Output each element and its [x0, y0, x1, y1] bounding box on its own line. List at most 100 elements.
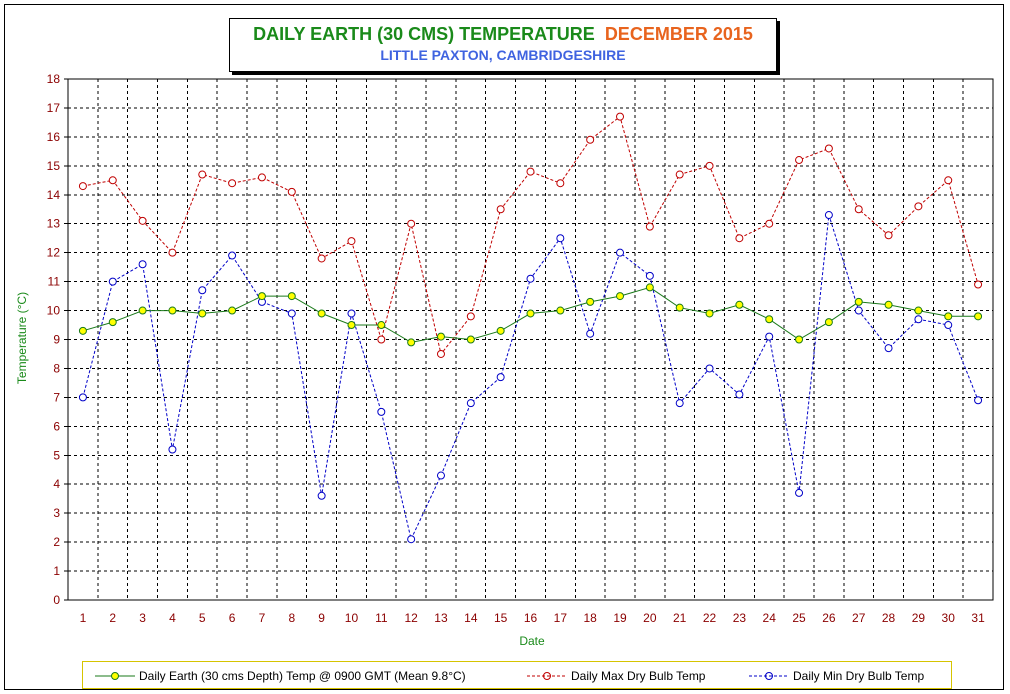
data-point-min — [944, 321, 953, 330]
data-point-earth — [705, 309, 714, 318]
y-tick-label: 15 — [47, 159, 61, 173]
data-point-max — [586, 135, 595, 144]
x-tick-label: 9 — [318, 611, 325, 625]
x-tick-label: 31 — [971, 611, 985, 625]
data-point-min — [526, 274, 535, 283]
x-tick-label: 30 — [942, 611, 956, 625]
data-point-max — [228, 179, 237, 188]
data-point-earth — [108, 318, 117, 327]
data-point-max — [944, 176, 953, 185]
y-tick-label: 2 — [53, 535, 60, 549]
data-point-min — [108, 277, 117, 286]
data-point-max — [824, 144, 833, 153]
data-point-earth — [765, 315, 774, 324]
legend-item-min: Daily Min Dry Bulb Temp — [749, 668, 924, 683]
chart-frame — [4, 4, 1004, 690]
x-tick-label: 5 — [199, 611, 206, 625]
data-point-max — [138, 216, 147, 225]
data-point-min — [377, 407, 386, 416]
data-point-max — [287, 187, 296, 196]
data-point-max — [436, 349, 445, 358]
legend-swatch-earth — [95, 671, 135, 680]
data-point-min — [78, 393, 87, 402]
y-tick-label: 6 — [53, 419, 60, 433]
y-tick-label: 1 — [53, 564, 60, 578]
x-tick-label: 20 — [643, 611, 657, 625]
y-tick-label: 11 — [48, 275, 61, 289]
data-point-earth — [556, 306, 565, 315]
x-tick-label: 11 — [375, 611, 388, 625]
data-point-max — [675, 170, 684, 179]
data-point-earth — [884, 300, 893, 309]
data-point-earth — [675, 303, 684, 312]
data-point-min — [287, 309, 296, 318]
data-point-min — [854, 306, 863, 315]
data-point-max — [884, 231, 893, 240]
x-tick-label: 6 — [229, 611, 236, 625]
data-point-max — [198, 170, 207, 179]
x-tick-label: 26 — [822, 611, 836, 625]
y-tick-label: 14 — [47, 188, 61, 202]
data-point-max — [257, 173, 266, 182]
chart-title-month: DECEMBER 2015 — [604, 24, 753, 44]
y-axis-title: Temperature (°C) — [15, 292, 29, 384]
data-point-earth — [287, 292, 296, 301]
data-point-earth — [377, 321, 386, 330]
data-point-max — [377, 335, 386, 344]
series-lines — [78, 112, 983, 544]
legend-label-max: Daily Max Dry Bulb Temp — [571, 668, 706, 683]
data-point-max — [795, 156, 804, 165]
data-point-earth — [138, 306, 147, 315]
x-tick-label: 24 — [763, 611, 777, 625]
chart-title-box: DAILY EARTH (30 CMS) TEMPERATURE DECEMBER… — [229, 18, 777, 72]
y-tick-label: 18 — [47, 72, 61, 86]
data-point-earth — [616, 292, 625, 301]
data-point-min — [616, 248, 625, 257]
data-point-min — [824, 211, 833, 220]
data-point-max — [854, 205, 863, 214]
data-point-max — [78, 182, 87, 191]
data-point-max — [466, 312, 475, 321]
y-tick-label: 9 — [53, 333, 60, 347]
data-point-max — [407, 219, 416, 228]
x-tick-label: 28 — [882, 611, 896, 625]
data-point-min — [436, 471, 445, 480]
data-point-min — [705, 364, 714, 373]
data-point-min — [765, 332, 774, 341]
legend-swatch-max — [527, 671, 567, 680]
x-tick-label: 2 — [109, 611, 116, 625]
x-tick-label: 18 — [583, 611, 597, 625]
data-point-earth — [824, 318, 833, 327]
data-point-min — [496, 373, 505, 382]
data-point-max — [616, 112, 625, 121]
data-point-min — [228, 251, 237, 260]
legend-item-max: Daily Max Dry Bulb Temp — [527, 668, 705, 683]
data-point-max — [705, 161, 714, 170]
data-point-earth — [78, 326, 87, 335]
x-tick-label: 27 — [852, 611, 866, 625]
data-point-min — [735, 390, 744, 399]
data-point-max — [496, 205, 505, 214]
x-tick-label: 10 — [345, 611, 359, 625]
x-tick-label: 21 — [673, 611, 687, 625]
x-tick-label: 25 — [792, 611, 806, 625]
x-tick-label: 16 — [524, 611, 538, 625]
data-point-max — [645, 222, 654, 231]
data-point-earth — [526, 309, 535, 318]
x-tick-label: 12 — [404, 611, 418, 625]
data-point-min — [198, 286, 207, 295]
data-point-max — [974, 280, 983, 289]
data-point-min — [795, 488, 804, 497]
x-tick-label: 29 — [912, 611, 926, 625]
x-tick-label: 7 — [259, 611, 266, 625]
legend-label-earth: Daily Earth (30 cms Depth) Temp @ 0900 G… — [139, 668, 466, 683]
data-point-earth — [347, 321, 356, 330]
data-point-earth — [228, 306, 237, 315]
data-point-earth — [586, 297, 595, 306]
legend: Daily Earth (30 cms Depth) Temp @ 0900 G… — [82, 661, 952, 689]
y-tick-label: 7 — [53, 390, 60, 404]
data-point-earth — [257, 292, 266, 301]
y-tick-label: 4 — [53, 477, 60, 491]
data-point-max — [914, 202, 923, 211]
